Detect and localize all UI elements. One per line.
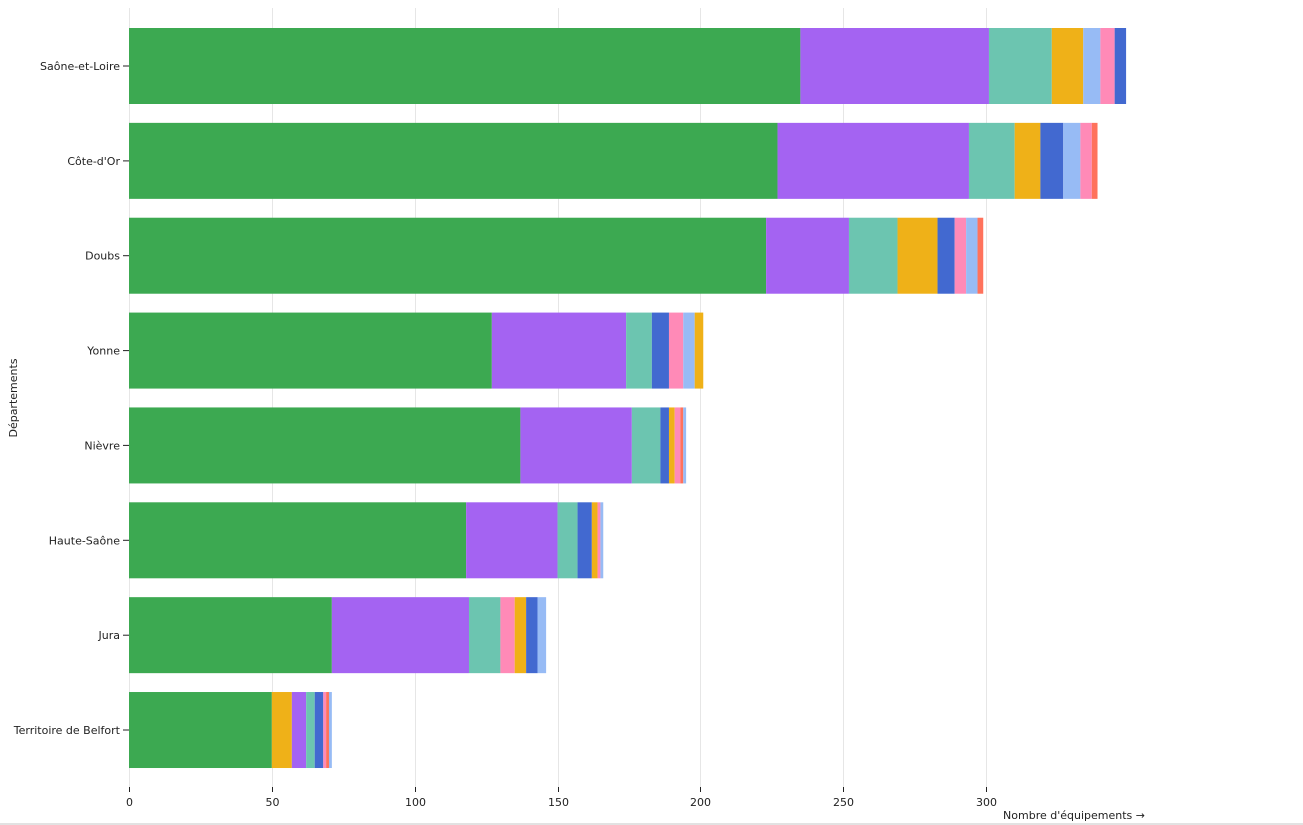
bar-segment xyxy=(466,502,558,579)
y-tick-label: Yonne xyxy=(86,345,120,358)
bar-segment xyxy=(966,217,978,294)
bar-segment xyxy=(674,407,681,484)
bar-segment xyxy=(557,502,578,579)
bar-segment xyxy=(1080,122,1092,199)
y-tick-label: Haute-Saône xyxy=(49,534,120,547)
x-tick-label: 50 xyxy=(266,796,280,809)
bar-segment xyxy=(514,597,527,674)
bar-segment xyxy=(1063,122,1081,199)
bar-segment xyxy=(1091,122,1098,199)
bar-segment xyxy=(954,217,967,294)
bar-segment xyxy=(129,502,467,579)
bar-segment xyxy=(668,407,675,484)
y-tick-label: Côte-d'Or xyxy=(67,155,120,168)
bar-segment xyxy=(1040,122,1064,199)
bar-segment xyxy=(129,28,801,104)
x-tick-label: 300 xyxy=(976,796,997,809)
bar-segment xyxy=(651,312,669,389)
x-tick-label: 0 xyxy=(126,796,133,809)
bar-segment xyxy=(500,597,515,674)
bar-segment xyxy=(291,692,307,769)
bar-segment xyxy=(271,692,292,769)
bar-segment xyxy=(129,692,272,769)
bar-segment xyxy=(660,407,669,484)
bar-segment xyxy=(520,407,632,484)
bar-segment xyxy=(897,217,938,294)
bar-segment xyxy=(777,122,969,199)
bar-segment xyxy=(977,217,984,294)
bar-segment xyxy=(800,28,989,104)
bar-segment xyxy=(1114,28,1127,104)
bar-segment xyxy=(323,692,327,769)
bar-segment xyxy=(491,312,627,389)
bar-segment xyxy=(694,312,704,389)
x-tick-label: 250 xyxy=(833,796,854,809)
bar-segment xyxy=(468,597,501,674)
bar-segment xyxy=(129,312,492,389)
bar-segment xyxy=(680,407,684,484)
bar-segment xyxy=(326,692,329,769)
x-tick-label: 100 xyxy=(405,796,426,809)
y-tick-label: Territoire de Belfort xyxy=(13,724,121,737)
bar-segment xyxy=(937,217,955,294)
bar-segment xyxy=(577,502,592,579)
bar-segment xyxy=(1014,122,1041,199)
bar-segment xyxy=(668,312,684,389)
bar-segment xyxy=(988,28,1052,104)
bar-segment xyxy=(626,312,652,389)
bar-segment xyxy=(968,122,1015,199)
y-tick-label: Jura xyxy=(98,629,120,642)
x-axis-title: Nombre d'équipements → xyxy=(1003,809,1145,822)
bar-segment xyxy=(766,217,849,294)
y-axis: Saône-et-Loire Côte-d'Or Doubs Yonne Nièvre H… xyxy=(13,60,129,737)
bar-segment xyxy=(306,692,315,769)
bar-segment xyxy=(526,597,538,674)
bar-segment xyxy=(1051,28,1084,104)
bar-segment xyxy=(591,502,598,579)
y-axis-title: Départements xyxy=(7,358,20,437)
bar-segment xyxy=(129,122,778,199)
bottom-divider xyxy=(0,823,1303,825)
bar-segment xyxy=(129,407,521,484)
y-tick-label: Doubs xyxy=(85,250,120,263)
bar-segment xyxy=(129,217,767,294)
bar-segment xyxy=(331,597,469,674)
bar-segment xyxy=(537,597,547,674)
bar-segment xyxy=(631,407,661,484)
bar-segment xyxy=(1100,28,1115,104)
bar-segment xyxy=(683,312,695,389)
bar-segment xyxy=(848,217,898,294)
y-tick-label: Saône-et-Loire xyxy=(40,60,120,73)
bar-segment xyxy=(129,597,332,674)
bar-segment xyxy=(600,502,604,579)
bar-segment xyxy=(597,502,601,579)
bar-segment xyxy=(683,407,687,484)
x-tick-label: 200 xyxy=(690,796,711,809)
bar-segment xyxy=(1083,28,1101,104)
bar-segment xyxy=(314,692,324,769)
x-axis: 0 50 100 150 200 250 300 xyxy=(126,787,997,809)
bars xyxy=(129,28,1127,769)
y-tick-label: Nièvre xyxy=(84,439,120,452)
x-tick-label: 150 xyxy=(548,796,569,809)
bar-segment xyxy=(328,692,332,769)
